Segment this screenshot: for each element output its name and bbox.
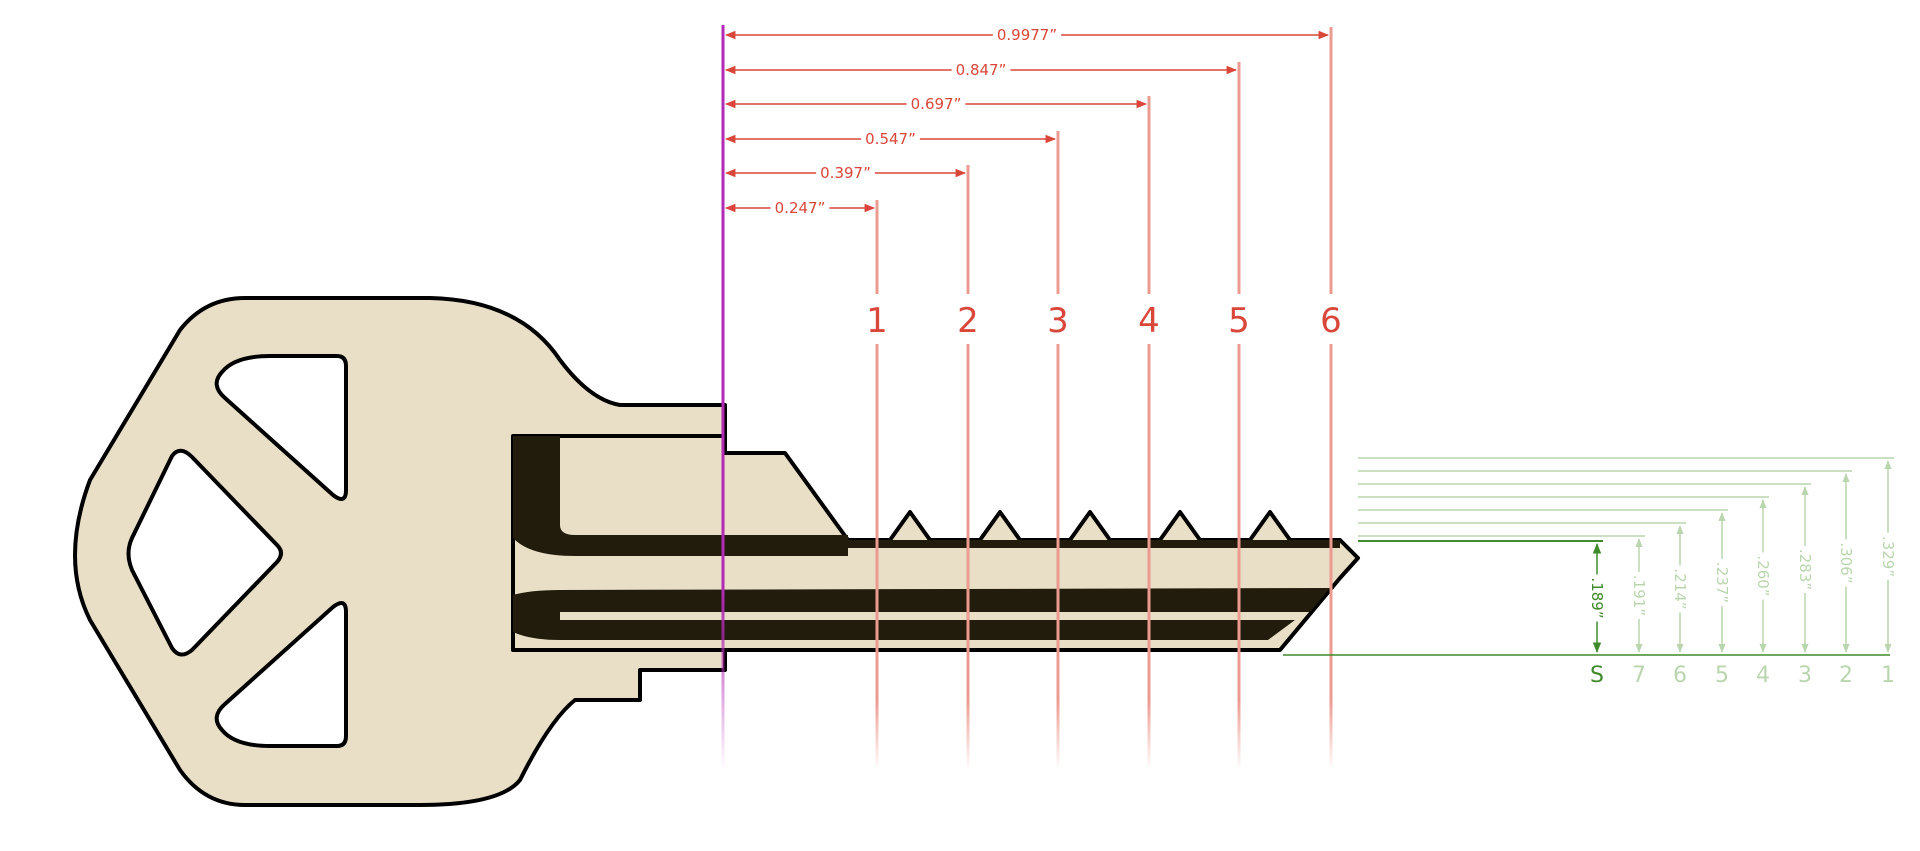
spacing-line-fade-3	[1056, 700, 1060, 770]
depth-dimension-bg-S	[1588, 574, 1606, 622]
depth-dimension-label-5: .237”	[1713, 562, 1731, 603]
spacing-dimension-label-4: 0.697”	[911, 95, 962, 113]
depth-dimension-bg-1	[1879, 532, 1897, 581]
spacing-dimension-label-1: 0.247”	[775, 199, 826, 217]
spacing-dimension-bg-3	[861, 129, 920, 149]
key-blade	[511, 434, 1360, 652]
bow-hole-middle	[126, 448, 283, 657]
bow-hole-bottom	[214, 601, 348, 748]
spacing-line-fade-4	[1147, 700, 1151, 770]
depth-label-3: 3	[1798, 663, 1812, 688]
depth-label-4: 4	[1756, 663, 1770, 688]
depth-label-6: 6	[1673, 663, 1687, 688]
upper-groove	[513, 436, 848, 556]
spacing-line-fade-1	[875, 700, 879, 770]
spacing-dimensions: 0.247” 1 0.397” 2 0.547” 3 0.697” 4 0.847” 5 0.997…	[724, 25, 1342, 770]
depth-dimension-group-5: .237”	[1713, 558, 1731, 607]
spacing-dimension-bg-1	[770, 198, 830, 218]
depth-dimension-group-7: .191”	[1630, 571, 1648, 620]
spacing-dimension-bg-6	[992, 25, 1062, 45]
depth-dimension-label-2: .306”	[1837, 542, 1855, 583]
bow-hole-top	[214, 354, 348, 501]
depth-dimension-bg-3	[1796, 545, 1814, 594]
depth-label-S: S	[1590, 663, 1604, 688]
depth-dimension-group-4: .260”	[1754, 552, 1772, 600]
spacing-position-label-5: 5	[1228, 301, 1250, 341]
depth-dimension-label-1: .329”	[1879, 536, 1897, 577]
depth-dimension-label-3: .283”	[1796, 549, 1814, 590]
depth-dimension-group-S: .189”	[1588, 574, 1606, 622]
spacing-dimension-bg-5	[951, 60, 1011, 80]
depth-dimension-bg-7	[1630, 571, 1648, 620]
depth-dimension-label-S: .189”	[1588, 577, 1606, 618]
spacing-line-fade-5	[1237, 700, 1241, 770]
shoulder-reference	[721, 25, 725, 770]
depth-label-5: 5	[1715, 663, 1729, 688]
spacing-dimension-bg-4	[906, 94, 966, 114]
spacing-line-fade-6	[1329, 700, 1333, 770]
depth-dimension-bg-5	[1713, 558, 1731, 607]
depth-dimension-group-6: .214”	[1671, 565, 1689, 613]
spacing-dimension-label-2: 0.397”	[820, 164, 871, 182]
spacing-position-label-4: 4	[1138, 301, 1160, 341]
spacing-position-label-2: 2	[957, 301, 979, 341]
depth-scale: .189” S .191” 7 .214” 6 .237” 5 .260” 4 .283” 3 .306…	[1283, 457, 1897, 688]
depth-dimension-label-6: .214”	[1671, 568, 1689, 609]
depth-label-1: 1	[1881, 663, 1895, 688]
spacing-position-label-1: 1	[866, 301, 888, 341]
depth-dimension-label-7: .191”	[1630, 575, 1648, 616]
spacing-dimension-bg-2	[816, 163, 875, 183]
key-bow	[73, 296, 727, 807]
spacing-line-fade-2	[966, 700, 970, 770]
spacing-dimension-label-3: 0.547”	[865, 130, 916, 148]
depth-dimension-group-2: .306”	[1837, 539, 1855, 587]
depth-dimension-bg-4	[1754, 552, 1772, 600]
depth-label-2: 2	[1839, 663, 1853, 688]
depth-dimension-label-4: .260”	[1754, 555, 1772, 596]
spacing-dimension-label-6: 0.9977”	[997, 26, 1057, 44]
key-head	[73, 296, 727, 807]
spacing-dimension-label-5: 0.847”	[956, 61, 1007, 79]
spacing-position-label-6: 6	[1320, 301, 1342, 341]
depth-label-7: 7	[1632, 663, 1646, 688]
depth-dimension-group-3: .283”	[1796, 545, 1814, 594]
spacing-position-label-3: 3	[1047, 301, 1069, 341]
depth-dimension-bg-2	[1837, 539, 1855, 587]
depth-dimension-bg-6	[1671, 565, 1689, 613]
shoulder-line-fade	[721, 590, 725, 770]
blade-top-edge	[848, 540, 1340, 548]
lower-groove	[513, 588, 1330, 640]
depth-dimension-group-1: .329”	[1879, 532, 1897, 581]
